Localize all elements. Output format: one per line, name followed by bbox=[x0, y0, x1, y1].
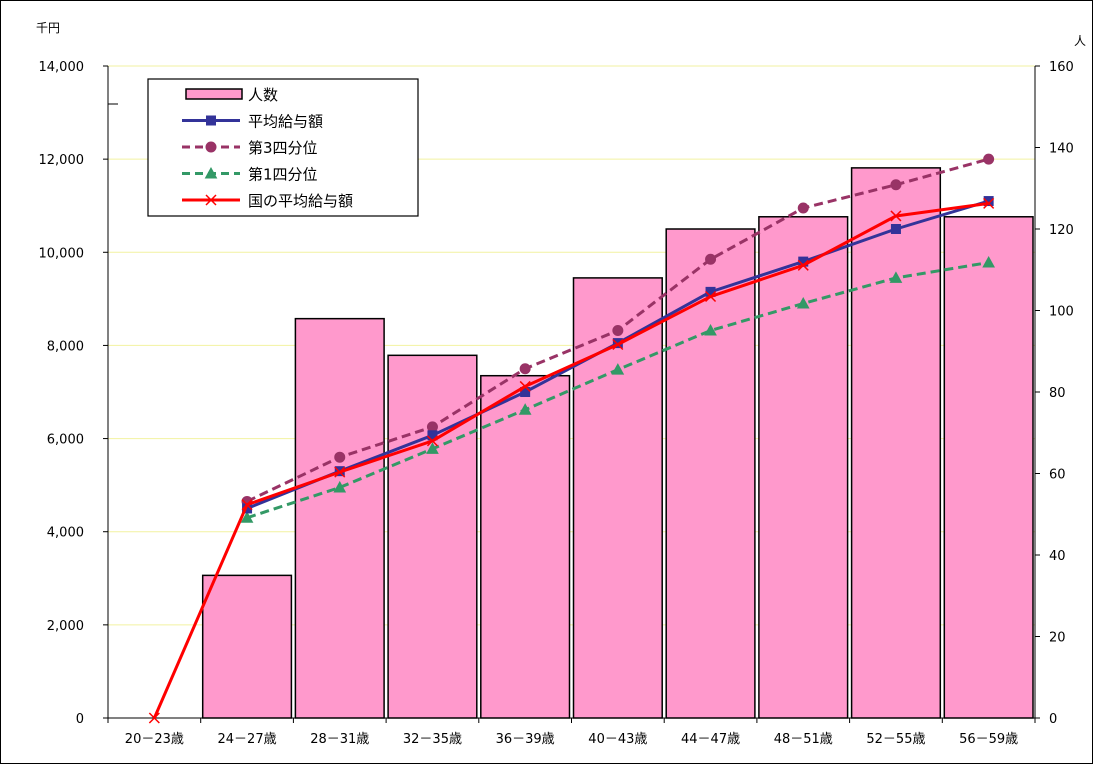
circle-marker bbox=[705, 253, 717, 265]
x-marker bbox=[241, 499, 253, 511]
legend-label: 国の平均給与額 bbox=[248, 192, 353, 210]
left-tick-label: 8,000 bbox=[47, 339, 84, 354]
circle-marker bbox=[890, 179, 902, 191]
left-tick-label: 6,000 bbox=[47, 433, 84, 448]
x-tick-label: 20－23歳 bbox=[125, 732, 184, 747]
line-series bbox=[148, 153, 995, 724]
bar bbox=[758, 216, 849, 719]
legend-box bbox=[147, 78, 419, 217]
bar bbox=[572, 277, 663, 719]
x-marker bbox=[148, 712, 160, 724]
left-tick-label: 12,000 bbox=[39, 153, 85, 168]
legend-label: 第3四分位 bbox=[248, 139, 318, 157]
right-tick-label: 0 bbox=[1049, 712, 1057, 727]
x-marker bbox=[890, 210, 902, 222]
x-marker-stroke bbox=[205, 194, 217, 206]
triangle-marker bbox=[796, 296, 810, 309]
legend-label: 人数 bbox=[248, 86, 278, 104]
left-tick-label: 4,000 bbox=[47, 526, 84, 541]
left-tick-label: 10,000 bbox=[39, 246, 85, 261]
x-marker-stroke bbox=[519, 380, 531, 392]
triangle-marker bbox=[518, 403, 532, 415]
square-marker bbox=[206, 115, 216, 126]
triangle-marker bbox=[982, 255, 995, 268]
left-tick-label: 0 bbox=[76, 712, 84, 727]
triangle-marker bbox=[426, 442, 439, 454]
circle-marker bbox=[334, 451, 346, 463]
x-tick-label: 52－55歳 bbox=[866, 732, 925, 747]
x-marker bbox=[983, 197, 995, 209]
bar bbox=[850, 167, 942, 719]
right-tick-label: 160 bbox=[1049, 60, 1074, 75]
series-line bbox=[152, 201, 989, 719]
bar bbox=[387, 354, 478, 719]
left-axis-unit-label: 千円 bbox=[36, 21, 60, 35]
right-tick-label: 60 bbox=[1049, 468, 1066, 483]
x-marker-stroke bbox=[890, 210, 902, 222]
x-marker-stroke bbox=[241, 499, 253, 511]
x-marker-stroke bbox=[148, 712, 160, 724]
right-tick-label: 80 bbox=[1049, 386, 1066, 401]
circle-marker bbox=[983, 153, 995, 165]
x-marker-stroke bbox=[612, 338, 624, 351]
x-marker bbox=[334, 466, 346, 478]
square-marker bbox=[890, 224, 901, 234]
circle-marker bbox=[519, 363, 531, 375]
x-marker bbox=[705, 290, 717, 303]
left-tick-label: 2,000 bbox=[47, 619, 84, 634]
triangle-marker bbox=[889, 271, 903, 283]
triangle-marker bbox=[611, 363, 625, 375]
circle-marker bbox=[205, 141, 217, 153]
x-marker-stroke bbox=[797, 259, 809, 271]
x-marker bbox=[519, 380, 531, 392]
x-marker-stroke bbox=[705, 290, 717, 303]
square-marker bbox=[983, 196, 994, 207]
bar bbox=[665, 228, 756, 719]
legend-label: 平均給与額 bbox=[248, 113, 323, 131]
x-tick-label: 44－47歳 bbox=[681, 732, 740, 747]
left-tick-label: 14,000 bbox=[39, 60, 85, 75]
x-marker-stroke bbox=[334, 466, 346, 478]
circle-marker bbox=[612, 325, 624, 337]
bar bbox=[943, 216, 1034, 719]
x-marker bbox=[205, 194, 217, 206]
x-tick-label: 56－59歳 bbox=[959, 732, 1018, 747]
right-tick-label: 40 bbox=[1049, 549, 1066, 564]
x-tick-label: 40－43歳 bbox=[588, 732, 647, 747]
triangle-marker bbox=[204, 166, 218, 179]
x-tick-label: 36－39歳 bbox=[496, 732, 555, 747]
x-marker-stroke bbox=[426, 435, 438, 447]
x-marker bbox=[612, 338, 624, 351]
x-tick-label: 32－35歳 bbox=[403, 732, 462, 747]
circle-marker bbox=[797, 202, 809, 214]
right-tick-label: 100 bbox=[1049, 305, 1074, 320]
right-tick-label: 140 bbox=[1049, 142, 1074, 157]
right-tick-label: 120 bbox=[1049, 223, 1074, 238]
x-marker-stroke bbox=[983, 197, 995, 209]
axes: 0 2,000 4,000 6,000 8,000 10,000 12,000 14,000 0… bbox=[39, 60, 1074, 747]
x-tick-label: 48－51歳 bbox=[774, 732, 833, 747]
triangle-marker bbox=[704, 323, 717, 336]
right-tick-label: 20 bbox=[1049, 631, 1066, 646]
legend-swatch bbox=[185, 88, 243, 100]
x-marker bbox=[426, 435, 438, 447]
bar bbox=[294, 317, 385, 719]
right-axis-unit-label: 人 bbox=[1074, 34, 1086, 48]
x-tick-label: 28－31歳 bbox=[310, 732, 369, 747]
x-tick-label: 24－27歳 bbox=[218, 732, 277, 747]
bar bbox=[480, 374, 571, 719]
bar bbox=[201, 574, 293, 719]
triangle-marker bbox=[333, 480, 347, 493]
bar-series bbox=[201, 167, 1034, 719]
x-marker bbox=[797, 259, 809, 271]
triangle-marker bbox=[240, 511, 254, 523]
legend-label: 第1四分位 bbox=[248, 166, 318, 184]
